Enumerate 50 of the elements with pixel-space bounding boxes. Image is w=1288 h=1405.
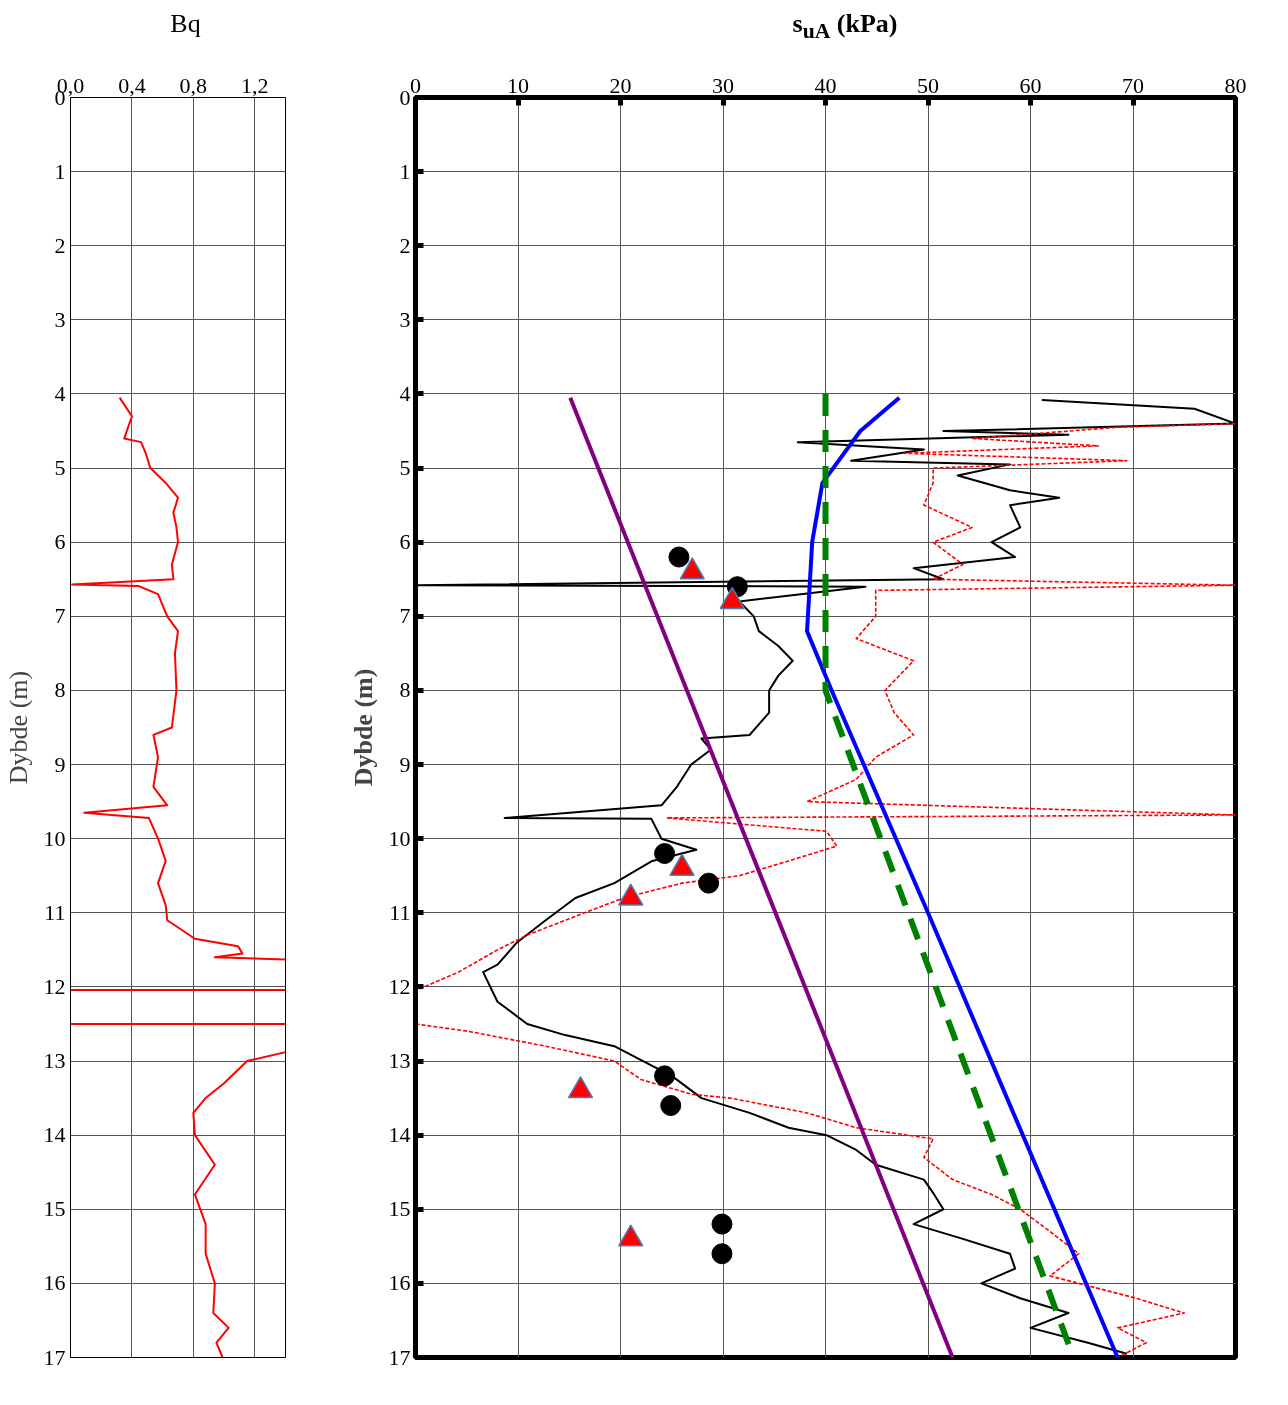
y-tick-label: 17 xyxy=(43,1344,66,1370)
x-tick-label: 20 xyxy=(609,72,632,98)
x-tick-label: 50 xyxy=(917,72,939,98)
y-tick-label: 2 xyxy=(54,232,66,258)
y-tick-label: 5 xyxy=(399,455,411,481)
x-tick-label: 70 xyxy=(1122,72,1144,98)
x-tick-label: 0,4 xyxy=(118,72,146,98)
y-axis-title: Dybde (m) xyxy=(348,668,378,787)
x-tick-label: 40 xyxy=(814,72,837,98)
x-axis-title: Bq xyxy=(170,8,201,40)
x-axis-title: s$_{uA}$ (kPa) xyxy=(792,8,898,46)
x-tick-label: 60 xyxy=(1019,72,1042,98)
y-tick-label: 3 xyxy=(399,306,411,332)
y-tick-label: 15 xyxy=(388,1196,411,1222)
y-tick-label: 9 xyxy=(54,751,66,777)
line-series xyxy=(805,395,1120,1358)
y-tick-label: 14 xyxy=(43,1122,66,1148)
y-tick-label: 16 xyxy=(388,1270,411,1296)
y-tick-label: 4 xyxy=(399,380,411,406)
y-tick-label: 12 xyxy=(43,973,66,999)
x-tick-label: 10 xyxy=(507,72,529,98)
y-tick-label: 13 xyxy=(43,1048,66,1074)
y-tick-label: 1 xyxy=(399,158,411,184)
y-tick-label: 9 xyxy=(399,751,411,777)
y-tick-label: 10 xyxy=(388,825,411,851)
y-tick-label: 17 xyxy=(388,1344,411,1370)
y-tick-label: 11 xyxy=(389,899,411,925)
x-tick-label: 0,8 xyxy=(179,72,208,98)
y-tick-label: 7 xyxy=(54,603,66,629)
y-axis-title: Dybde (m) xyxy=(3,670,33,785)
x-tick-label: 30 xyxy=(712,72,734,98)
x-tick-label: 80 xyxy=(1224,72,1247,98)
y-tick-label: 15 xyxy=(43,1196,66,1222)
y-tick-label: 12 xyxy=(388,973,411,999)
y-tick-label: 2 xyxy=(399,232,411,258)
y-tick-label: 8 xyxy=(54,677,66,703)
y-tick-label: 8 xyxy=(399,677,411,703)
y-tick-label: 5 xyxy=(54,455,66,481)
y-tick-label: 6 xyxy=(399,529,411,555)
y-tick-label: 4 xyxy=(54,380,66,406)
y-tick-label: 16 xyxy=(43,1270,66,1296)
y-tick-label: 1 xyxy=(54,158,66,184)
y-tick-label: 10 xyxy=(43,825,66,851)
y-tick-label: 13 xyxy=(388,1048,411,1074)
y-tick-label: 6 xyxy=(54,529,66,555)
x-tick-label: 1,2 xyxy=(241,72,269,98)
y-tick-label: 11 xyxy=(44,899,66,925)
y-tick-label: 3 xyxy=(54,306,66,332)
y-tick-label: 7 xyxy=(399,603,411,629)
y-tick-label: 14 xyxy=(388,1122,411,1148)
